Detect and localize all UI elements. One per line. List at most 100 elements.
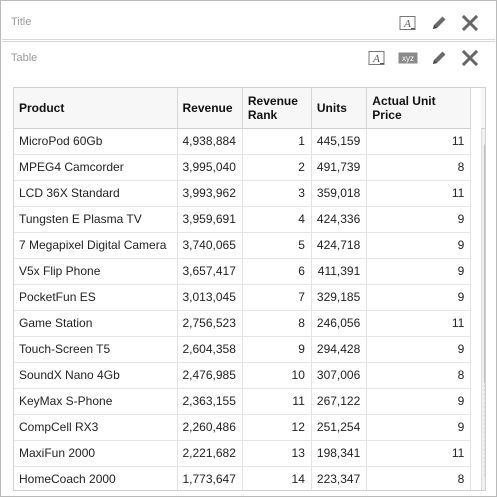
table-row[interactable]: Game Station 2,756,523 8 246,056 11	[14, 310, 472, 337]
table-row[interactable]: LCD 36X Standard 3,993,962 3 359,018 11	[14, 180, 472, 207]
format-text-icon[interactable]: A	[392, 8, 423, 38]
cell-actual-unit-price: 8	[366, 466, 472, 490]
xyz-icon[interactable]: xyz	[392, 43, 423, 73]
cell-revenue: 4,938,884	[177, 128, 243, 155]
cell-units: 251,254	[311, 414, 368, 441]
cell-actual-unit-price: 11	[366, 180, 472, 207]
cell-revenue-rank: 5	[242, 232, 312, 259]
cell-product: MaxiFun 2000	[14, 440, 178, 467]
table-header-row: Product Revenue Revenue Rank Units Actua…	[14, 88, 472, 129]
cell-revenue: 3,995,040	[177, 154, 243, 181]
table-row[interactable]: Touch-Screen T5 2,604,358 9 294,428 9	[14, 336, 472, 363]
close-icon[interactable]	[454, 43, 485, 73]
cell-units: 307,006	[311, 362, 368, 389]
table-row[interactable]: HomeCoach 2000 1,773,647 14 223,347 8	[14, 466, 472, 490]
cell-actual-unit-price: 11	[366, 310, 472, 337]
table-body: MicroPod 60Gb 4,938,884 1 445,159 11 MPEG4 Ca…	[14, 128, 472, 490]
table-section-header: Table A xyz	[2, 41, 495, 73]
cell-units: 411,391	[311, 258, 368, 285]
cell-product: CompCell RX3	[14, 414, 178, 441]
cell-revenue: 3,993,962	[177, 180, 243, 207]
scrollbar-track[interactable]	[484, 385, 485, 478]
cell-product: V5x Flip Phone	[14, 258, 178, 285]
cell-units: 424,718	[311, 232, 368, 259]
cell-product: Touch-Screen T5	[14, 336, 178, 363]
cell-revenue-rank: 3	[242, 180, 312, 207]
table-row[interactable]: 7 Megapixel Digital Camera 3,740,065 5 424,…	[14, 232, 472, 259]
cell-revenue: 3,657,417	[177, 258, 243, 285]
cell-product: 7 Megapixel Digital Camera	[14, 232, 178, 259]
cell-product: LCD 36X Standard	[14, 180, 178, 207]
cell-product: HomeCoach 2000	[14, 466, 178, 490]
svg-text:xyz: xyz	[402, 54, 414, 63]
cell-revenue-rank: 1	[242, 128, 312, 155]
cell-actual-unit-price: 11	[366, 128, 472, 155]
cell-units: 424,336	[311, 206, 368, 233]
table-row[interactable]: MaxiFun 2000 2,221,682 13 198,341 11	[14, 440, 472, 467]
column-header-revenue[interactable]: Revenue	[177, 88, 243, 129]
cell-revenue: 2,476,985	[177, 362, 243, 389]
cell-revenue: 2,260,486	[177, 414, 243, 441]
cell-revenue: 3,013,045	[177, 284, 243, 311]
cell-actual-unit-price: 9	[366, 414, 472, 441]
header-corner	[481, 88, 485, 129]
table-toolbar: A xyz	[361, 42, 485, 74]
cell-actual-unit-price: 8	[366, 154, 472, 181]
table-row[interactable]: CompCell RX3 2,260,486 12 251,254 9	[14, 414, 472, 441]
cell-actual-unit-price: 9	[366, 206, 472, 233]
format-text-icon[interactable]: A	[361, 43, 392, 73]
cell-revenue-rank: 14	[242, 466, 312, 490]
cell-revenue: 3,740,065	[177, 232, 243, 259]
scroll-up-icon[interactable]	[482, 131, 485, 143]
cell-actual-unit-price: 9	[366, 232, 472, 259]
cell-revenue-rank: 2	[242, 154, 312, 181]
cell-revenue: 2,363,155	[177, 388, 243, 415]
cell-revenue: 2,756,523	[177, 310, 243, 337]
cell-revenue: 2,604,358	[177, 336, 243, 363]
cell-units: 267,122	[311, 388, 368, 415]
cell-revenue-rank: 4	[242, 206, 312, 233]
column-header-units[interactable]: Units	[311, 88, 368, 129]
cell-revenue-rank: 11	[242, 388, 312, 415]
products-table: Product Revenue Revenue Rank Units Actua…	[14, 88, 472, 490]
table-row[interactable]: MPEG4 Camcorder 3,995,040 2 491,739 8	[14, 154, 472, 181]
table-row[interactable]: SoundX Nano 4Gb 2,476,985 10 307,006 8	[14, 362, 472, 389]
scrollbar-thumb[interactable]	[484, 144, 485, 384]
close-icon[interactable]	[454, 8, 485, 38]
column-header-product[interactable]: Product	[14, 88, 178, 129]
vertical-scrollbar[interactable]	[481, 129, 485, 490]
cell-units: 329,185	[311, 284, 368, 311]
cell-product: Game Station	[14, 310, 178, 337]
table-row[interactable]: V5x Flip Phone 3,657,417 6 411,391 9	[14, 258, 472, 285]
svg-text:A: A	[372, 53, 380, 65]
cell-revenue-rank: 9	[242, 336, 312, 363]
cell-actual-unit-price: 11	[366, 440, 472, 467]
cell-revenue-rank: 7	[242, 284, 312, 311]
pencil-icon[interactable]	[423, 8, 454, 38]
cell-revenue: 3,959,691	[177, 206, 243, 233]
cell-revenue-rank: 13	[242, 440, 312, 467]
cell-revenue: 2,221,682	[177, 440, 243, 467]
cell-actual-unit-price: 9	[366, 336, 472, 363]
scroll-down-icon[interactable]	[482, 478, 485, 490]
cell-product: MicroPod 60Gb	[14, 128, 178, 155]
cell-actual-unit-price: 8	[366, 362, 472, 389]
column-header-actual-unit-price[interactable]: Actual Unit Price	[366, 88, 472, 129]
table-row[interactable]: Tungsten E Plasma TV 3,959,691 4 424,336 9	[14, 206, 472, 233]
cell-revenue-rank: 12	[242, 414, 312, 441]
column-header-revenue-rank[interactable]: Revenue Rank	[242, 88, 312, 129]
pencil-icon[interactable]	[423, 43, 454, 73]
cell-product: KeyMax S-Phone	[14, 388, 178, 415]
title-section-label: Title	[11, 16, 32, 28]
data-table: Product Revenue Revenue Rank Units Actua…	[13, 87, 486, 491]
table-row[interactable]: MicroPod 60Gb 4,938,884 1 445,159 11	[14, 128, 472, 155]
table-row[interactable]: PocketFun ES 3,013,045 7 329,185 9	[14, 284, 472, 311]
cell-actual-unit-price: 9	[366, 284, 472, 311]
cell-product: MPEG4 Camcorder	[14, 154, 178, 181]
table-row[interactable]: KeyMax S-Phone 2,363,155 11 267,122 9	[14, 388, 472, 415]
cell-actual-unit-price: 9	[366, 258, 472, 285]
cell-units: 294,428	[311, 336, 368, 363]
cell-actual-unit-price: 9	[366, 388, 472, 415]
cell-units: 491,739	[311, 154, 368, 181]
